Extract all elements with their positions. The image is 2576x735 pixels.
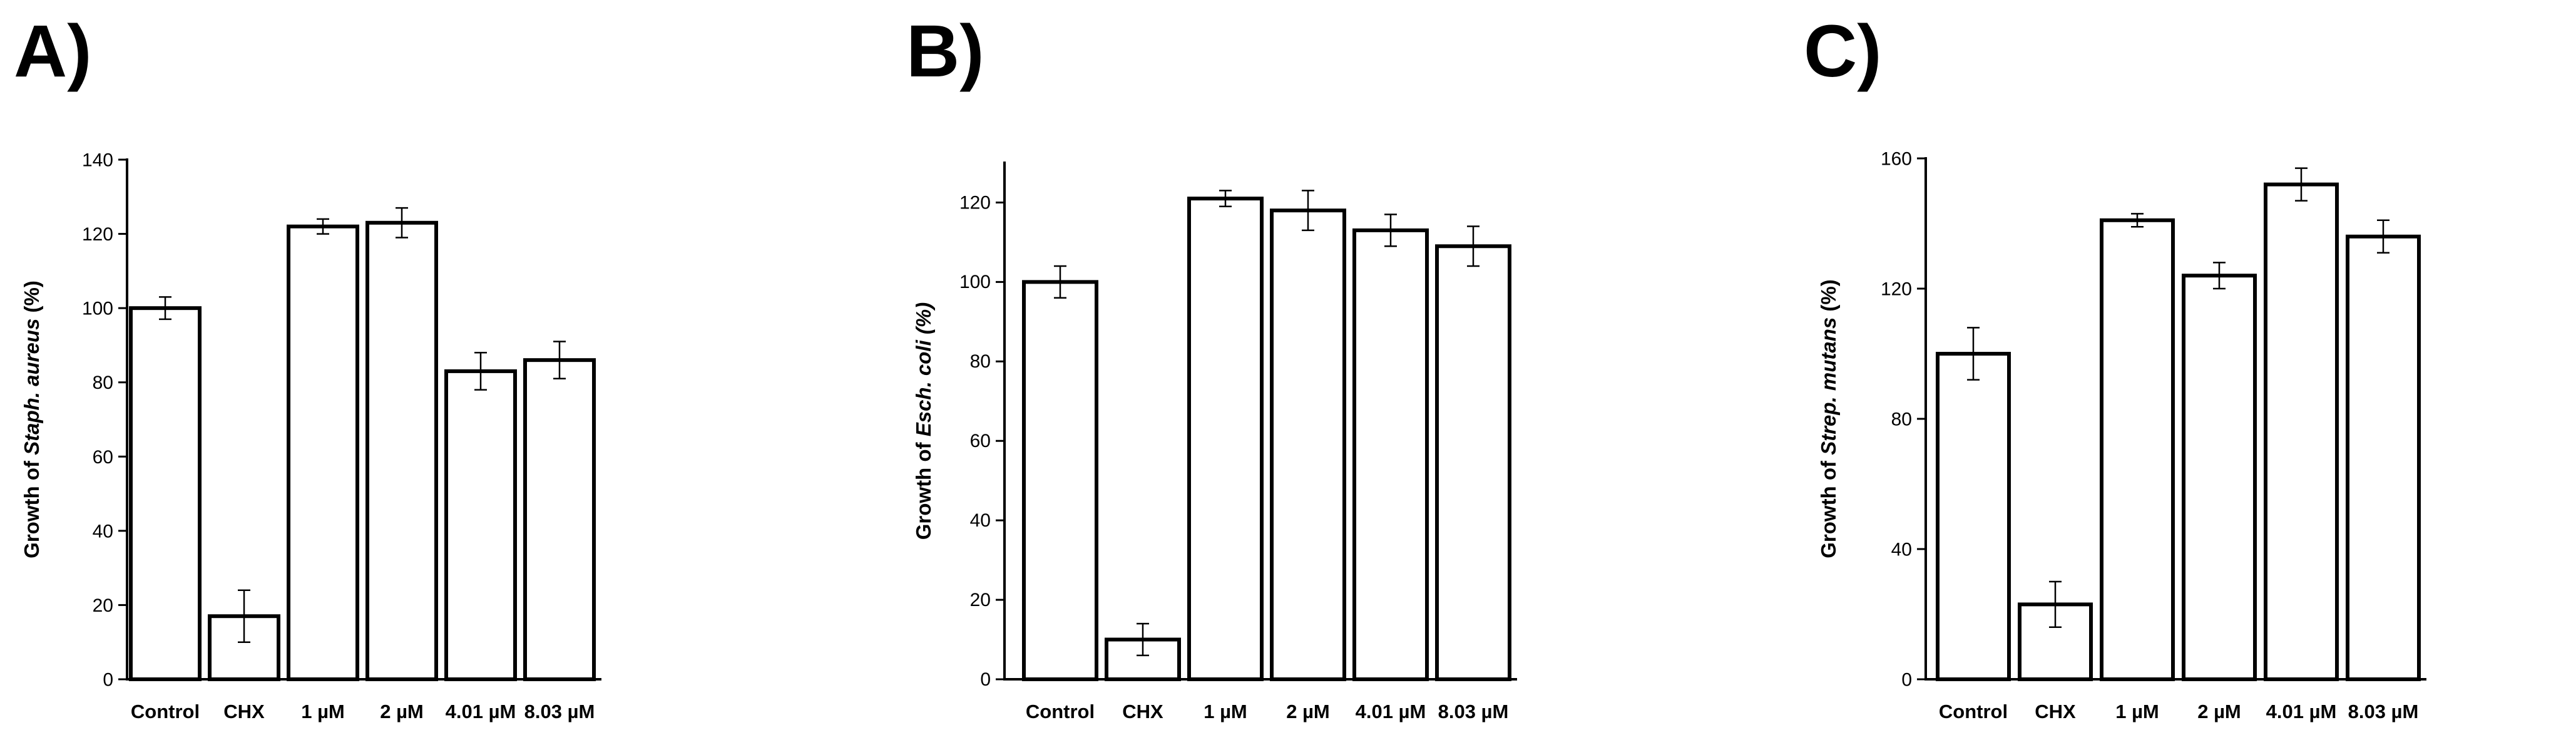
- y-axis-title-part: Staph. aureus: [20, 319, 43, 455]
- y-tick-label: 40: [93, 521, 113, 542]
- x-category-label: 1 µM: [1204, 701, 1247, 722]
- bar-2-m: [365, 220, 438, 681]
- y-axis-title-part: Growth of: [1817, 455, 1840, 558]
- y-tick-label: 20: [93, 595, 113, 616]
- error-bar: [1302, 190, 1314, 232]
- error-bar: [1137, 622, 1149, 657]
- x-category-label: CHX: [2035, 701, 2076, 722]
- x-category-label: 8.03 µM: [2348, 701, 2419, 722]
- y-axis-title: Growth of Strep. mutans (%): [1817, 279, 1840, 558]
- error-bar: [2213, 262, 2226, 290]
- x-category-label: 4.01 µM: [446, 701, 516, 722]
- y-tick-label: 160: [1881, 149, 1912, 170]
- bar-2-m: [2182, 274, 2257, 681]
- error-bar: [396, 207, 408, 239]
- error-bar: [474, 352, 487, 391]
- x-category-label: Control: [131, 701, 200, 722]
- y-axis-title: Growth of Staph. aureus (%): [20, 280, 43, 558]
- error-bar: [2295, 167, 2308, 202]
- bar-4-01-m: [1352, 228, 1429, 681]
- bar-control: [1022, 280, 1098, 681]
- error-bar: [317, 218, 329, 235]
- error-bar: [1219, 190, 1232, 208]
- bar-control: [1936, 352, 2011, 681]
- x-category-label: 2 µM: [2197, 701, 2241, 722]
- y-tick-label: 80: [1891, 409, 1912, 430]
- panel-label: C): [1804, 10, 1882, 93]
- x-category-label: Control: [1026, 701, 1095, 722]
- x-category-label: 2 µM: [1286, 701, 1330, 722]
- error-bar: [159, 296, 171, 321]
- x-category-label: 2 µM: [380, 701, 424, 722]
- x-category-label: 8.03 µM: [524, 701, 595, 722]
- chart-panel-a: A) 0 20 40 60 80 100 120 140 Growth of Staph. aur…: [14, 10, 601, 722]
- bar-1-m: [2100, 218, 2175, 681]
- y-tick-label: 120: [82, 224, 113, 245]
- bar-8-03-m: [1435, 244, 1511, 681]
- error-bar: [1967, 327, 1980, 381]
- y-tick-label: 60: [93, 447, 113, 468]
- y-tick-label: 80: [970, 351, 991, 372]
- bar-chx: [208, 614, 280, 682]
- error-bar: [1054, 265, 1066, 299]
- panel-label: B): [906, 10, 984, 93]
- y-tick-label: 100: [82, 299, 113, 319]
- x-category-label: 4.01 µM: [2266, 701, 2337, 722]
- chart-panel-c: C) 0 40 80 120 160 Growth of Strep. mutans (%)…: [1804, 10, 2426, 722]
- bar-1-m: [287, 224, 359, 681]
- y-tick-label: 140: [82, 150, 113, 171]
- y-tick-label: 20: [970, 590, 991, 610]
- y-axis-title-part: Growth of: [20, 455, 43, 558]
- bar-2-m: [1270, 208, 1346, 681]
- bar-1-m: [1187, 197, 1264, 682]
- panel-label: A): [14, 10, 92, 93]
- y-tick-label: 80: [93, 373, 113, 393]
- y-axis-title: Growth of Esch. coli (%): [912, 302, 935, 540]
- y-tick-label: 0: [1901, 670, 1912, 691]
- y-axis-title-part: (%): [912, 302, 935, 341]
- x-category-label: 1 µM: [301, 701, 345, 722]
- x-category-label: 1 µM: [2115, 701, 2159, 722]
- y-tick-label: 40: [1891, 540, 1912, 560]
- chart-panel-b: B) 0 20 40 60 80 100 120 Growth of Esch. coli (%…: [906, 10, 1517, 722]
- y-tick-label: 100: [959, 272, 991, 292]
- bar-control: [129, 306, 202, 681]
- y-axis-title-part: Esch. coli: [912, 339, 935, 436]
- x-category-label: CHX: [1122, 701, 1163, 722]
- x-category-label: Control: [1939, 701, 2008, 722]
- x-category-label: 4.01 µM: [1356, 701, 1426, 722]
- bar-8-03-m: [523, 358, 596, 682]
- y-tick-label: 120: [1881, 279, 1912, 300]
- error-bar: [2377, 219, 2389, 254]
- bar-8-03-m: [2346, 234, 2421, 681]
- y-tick-label: 120: [959, 192, 991, 213]
- error-bar: [238, 589, 250, 643]
- error-bar: [2131, 213, 2144, 228]
- bar-4-01-m: [2264, 182, 2339, 682]
- error-bar: [1384, 213, 1397, 247]
- y-tick-label: 0: [980, 669, 991, 690]
- y-tick-label: 40: [970, 510, 991, 531]
- error-bar: [2049, 580, 2062, 629]
- bar-4-01-m: [444, 369, 517, 682]
- x-category-label: CHX: [223, 701, 265, 722]
- y-tick-label: 0: [103, 670, 113, 691]
- error-bar: [1467, 225, 1480, 267]
- y-axis-title-part: Growth of: [912, 436, 935, 540]
- y-tick-label: 60: [970, 431, 991, 451]
- error-bar: [553, 341, 566, 380]
- y-axis-title-part: (%): [20, 280, 43, 319]
- y-axis-title-part: Strep. mutans: [1817, 317, 1840, 455]
- y-axis-title-part: (%): [1817, 279, 1840, 317]
- x-category-label: 8.03 µM: [1438, 701, 1509, 722]
